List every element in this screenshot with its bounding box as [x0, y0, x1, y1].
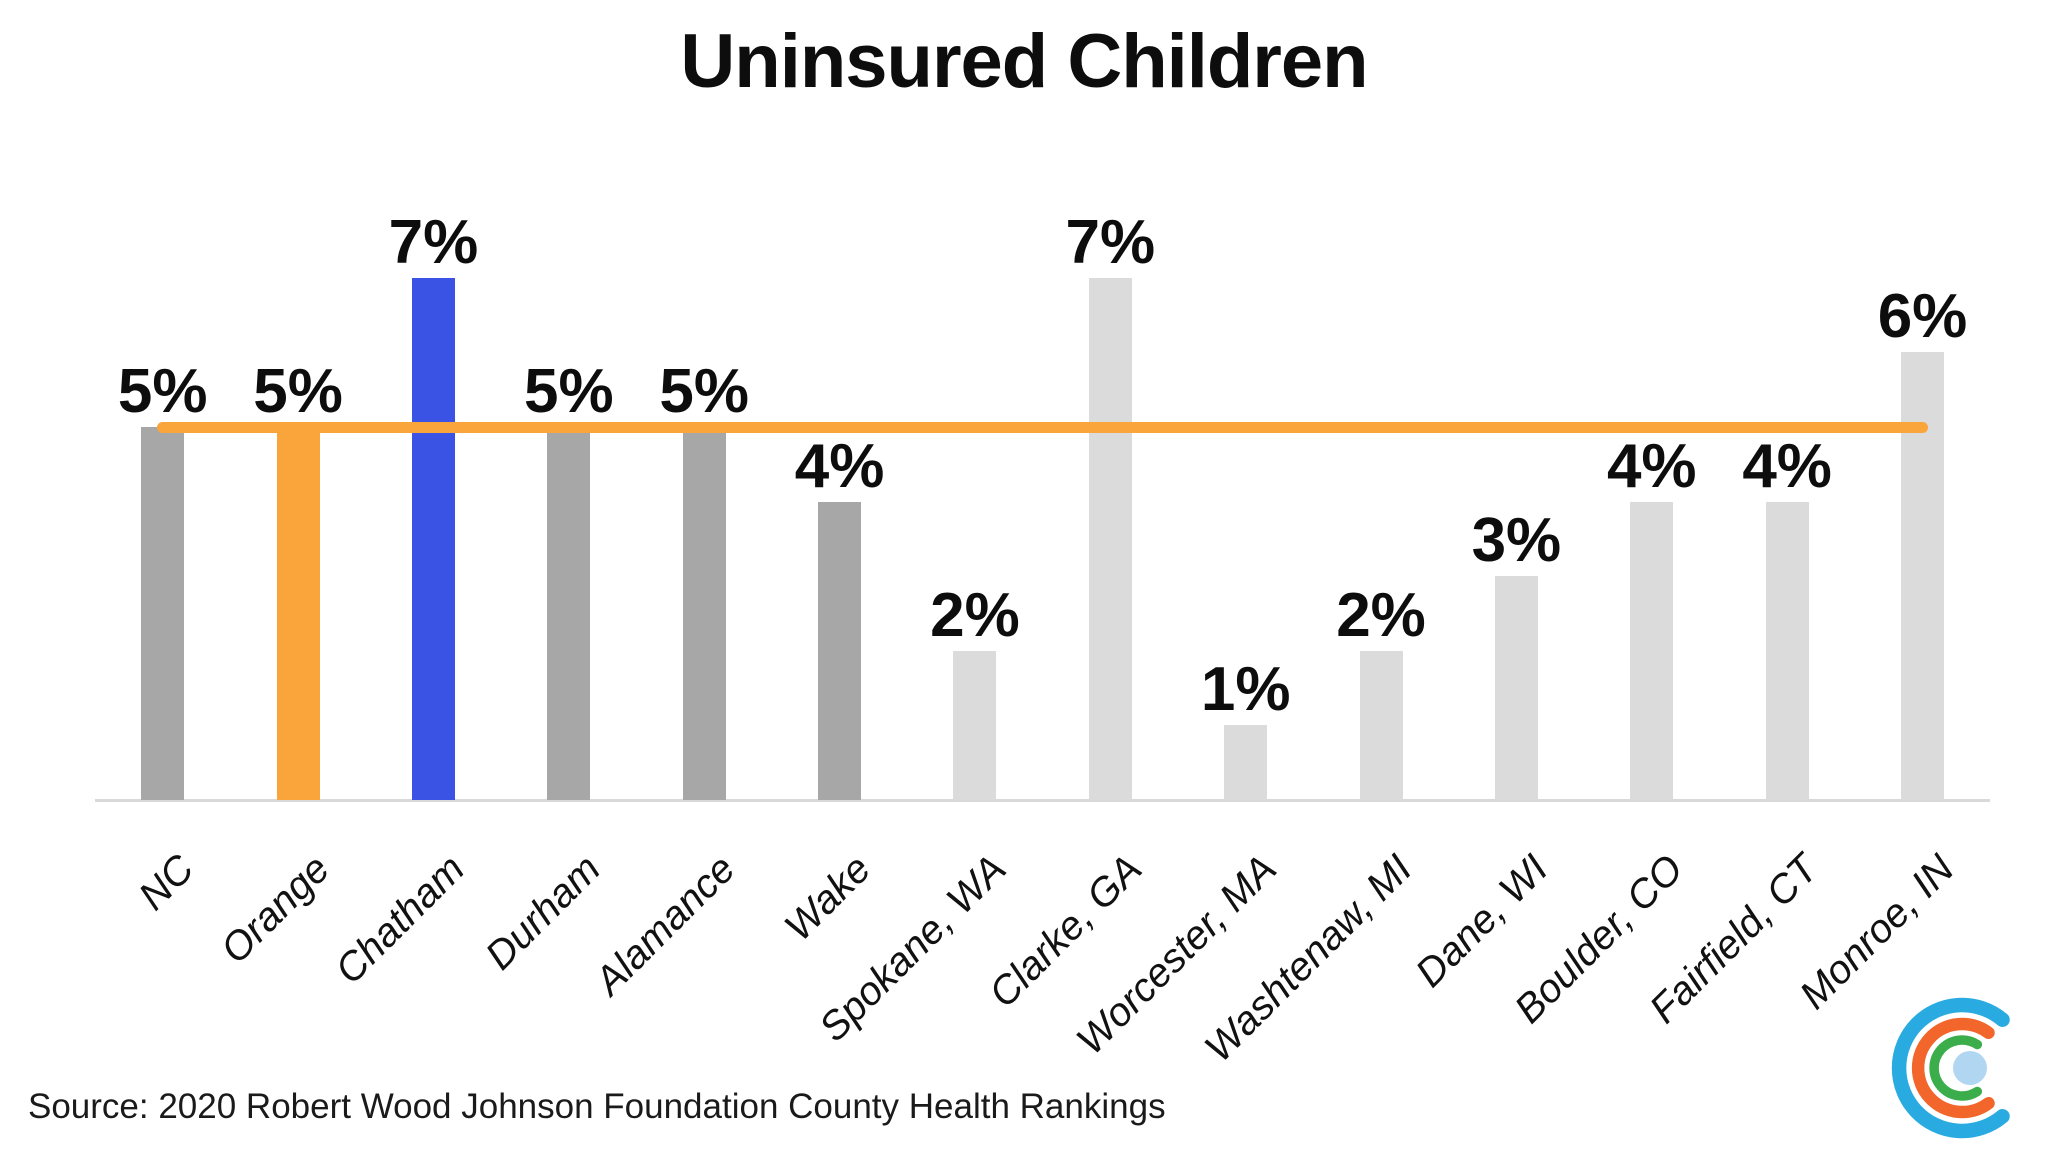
logo-ring-outer-icon — [1891, 997, 2010, 1139]
value-label: 6% — [1877, 282, 1968, 352]
value-label: 5% — [253, 357, 343, 426]
category-label: Durham — [476, 846, 609, 979]
bar-boulder-co — [1630, 501, 1674, 800]
category-label: Dane, WI — [1407, 846, 1557, 996]
value-label: 7% — [1065, 207, 1156, 277]
value-label: 2% — [930, 580, 1020, 650]
bar-alamance — [682, 427, 726, 800]
concentric-c-logo — [1891, 997, 2010, 1139]
logo-ring-middle-icon — [1911, 1017, 1995, 1119]
bar-worcester-ma — [1224, 725, 1268, 800]
value-label: 5% — [523, 357, 614, 426]
bar-dane-wi — [1494, 576, 1538, 800]
category-label: Alamance — [586, 846, 744, 1004]
bar-nc — [141, 427, 185, 800]
source-note: Source: 2020 Robert Wood Johnson Foundat… — [28, 1087, 1166, 1126]
logo-ring-inner-icon — [1929, 1035, 1983, 1101]
category-label: NC — [130, 846, 203, 919]
reference-line — [156, 421, 1929, 433]
logo-dot-icon — [1953, 1051, 1987, 1085]
value-label: 4% — [1742, 431, 1832, 501]
bar-chatham — [411, 277, 455, 800]
x-axis-line — [95, 799, 1990, 802]
value-label: 3% — [1471, 506, 1562, 576]
value-label: 1% — [1200, 655, 1291, 725]
bar-spokane-wa — [953, 650, 997, 800]
chart-title: Uninsured Children — [680, 19, 1368, 104]
category-label: Wake — [776, 846, 880, 950]
category-label: Chatham — [327, 846, 474, 993]
bar-durham — [547, 427, 591, 800]
bar-wake — [818, 501, 862, 800]
bar-clarke-ga — [1088, 277, 1132, 800]
bar-washtenaw-mi — [1359, 650, 1403, 800]
bar-monroe-in — [1901, 352, 1944, 800]
value-label: 4% — [794, 431, 885, 501]
bar-fairfield-ct — [1765, 501, 1809, 800]
bar-orange — [276, 427, 320, 800]
value-label: 7% — [388, 207, 479, 277]
value-label: 4% — [1606, 431, 1697, 501]
value-label: 2% — [1336, 580, 1426, 650]
value-label: 5% — [659, 357, 749, 426]
value-label: 5% — [117, 357, 208, 426]
category-label: Orange — [212, 846, 338, 973]
